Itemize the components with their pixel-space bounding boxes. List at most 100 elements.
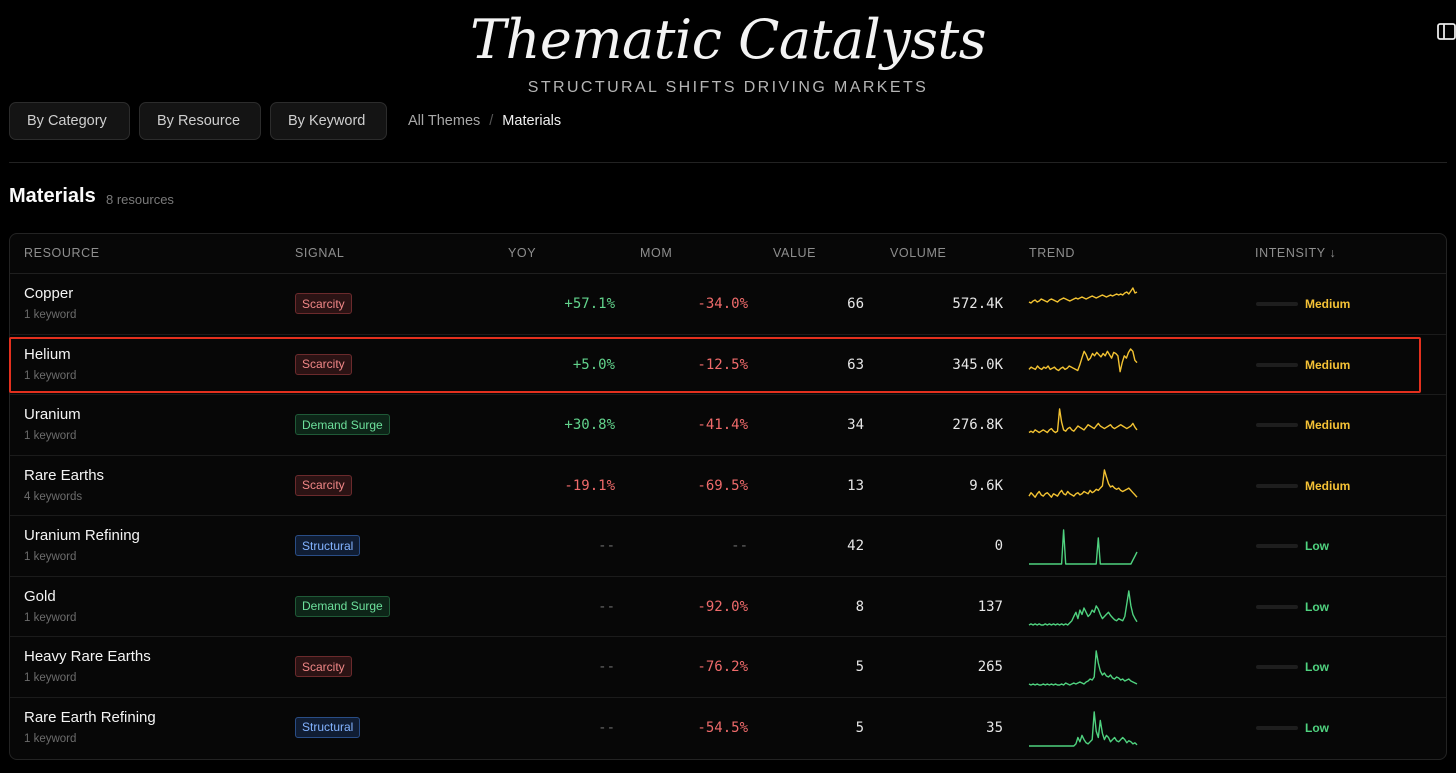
column-yoy[interactable]: YOY (508, 246, 537, 260)
column-intensity-sort[interactable]: INTENSITY ↓ (1255, 246, 1337, 260)
mom-value: -69.5% (697, 477, 748, 494)
intensity-bar (1256, 725, 1298, 730)
table-row[interactable]: Copper 1 keyword Scarcity +57.1% -34.0% 66 572… (10, 274, 1446, 335)
yoy-value: -- (598, 598, 615, 615)
keyword-count: 4 keywords (24, 490, 83, 503)
volume-cell: 345.0K (952, 356, 1003, 373)
mom-value: -12.5% (697, 356, 748, 373)
mom-value: -41.4% (697, 417, 748, 433)
intensity-label: Low (1305, 660, 1329, 674)
table-row[interactable]: Uranium Refining 1 keyword Structural -- -- 4… (10, 516, 1446, 577)
trend-sparkline (1028, 347, 1138, 372)
volume-cell: 35 (986, 719, 1003, 736)
column-mom[interactable]: MOM (640, 246, 673, 260)
sidebar-toggle-icon[interactable] (1437, 22, 1456, 41)
intensity-bar (1256, 302, 1298, 306)
trend-line (1028, 287, 1138, 304)
resource-name[interactable]: Helium (24, 345, 71, 363)
resources-table: RESOURCE SIGNAL YOY MOM VALUE VOLUME TRE… (9, 233, 1447, 760)
column-resource[interactable]: RESOURCE (24, 246, 100, 260)
yoy-value: +30.8% (564, 417, 615, 433)
column-value[interactable]: VALUE (773, 246, 817, 260)
table-row[interactable]: Helium 1 keyword Scarcity +5.0% -12.5% 63 345.… (10, 335, 1446, 395)
by-keyword-button[interactable]: By Keyword (270, 102, 387, 140)
yoy-value: +5.0% (572, 356, 615, 373)
trend-line (1029, 710, 1138, 747)
trend-sparkline (1028, 287, 1138, 304)
breadcrumb: All Themes / Materials (408, 113, 561, 129)
trend-sparkline (1028, 408, 1138, 434)
keyword-count: 1 keyword (24, 369, 77, 382)
page-subtitle: STRUCTURAL SHIFTS DRIVING MARKETS (527, 79, 929, 96)
keyword-count: 1 keyword (24, 732, 77, 745)
intensity-bar (1256, 423, 1298, 427)
table-body: Copper 1 keyword Scarcity +57.1% -34.0% 66 572… (10, 274, 1446, 758)
breadcrumb-all-themes[interactable]: All Themes (408, 113, 481, 129)
volume-cell: 265 (977, 659, 1003, 675)
keyword-count: 1 keyword (24, 551, 77, 563)
value-cell: 66 (847, 296, 864, 312)
intensity-bar (1256, 665, 1298, 669)
value-cell: 34 (847, 417, 864, 433)
table-row[interactable]: Gold 1 keyword Demand Surge -- -92.0% 8 137 Low (10, 577, 1446, 637)
filter-group: By Category By Resource By Keyword (9, 102, 387, 140)
signal-badge: Scarcity (295, 293, 352, 314)
intensity-bar (1256, 362, 1298, 367)
yoy-value: -- (598, 538, 615, 554)
yoy-value: -- (598, 719, 615, 736)
resource-name[interactable]: Rare Earth Refining (24, 708, 156, 726)
by-category-button[interactable]: By Category (9, 102, 130, 140)
yoy-value: +57.1% (564, 296, 615, 312)
intensity-label: Medium (1305, 357, 1351, 372)
breadcrumb-separator: / (489, 113, 494, 129)
signal-badge: Scarcity (295, 656, 352, 677)
intensity-label: Low (1305, 720, 1329, 735)
yoy-value: -19.1% (564, 477, 615, 494)
trend-line (1028, 650, 1138, 686)
resource-name[interactable]: Uranium (24, 406, 81, 423)
intensity-bar (1256, 544, 1298, 548)
resource-name[interactable]: Uranium Refining (24, 527, 140, 544)
keyword-count: 1 keyword (24, 611, 77, 624)
value-cell: 8 (855, 598, 864, 615)
resource-name[interactable]: Rare Earths (24, 466, 105, 484)
column-signal[interactable]: SIGNAL (295, 246, 345, 260)
trend-sparkline (1029, 710, 1138, 747)
resource-name[interactable]: Copper (24, 285, 74, 302)
trend-line (1029, 529, 1138, 565)
signal-badge: Structural (295, 535, 361, 556)
column-trend: TREND (1029, 246, 1076, 260)
value-cell: 5 (855, 659, 864, 675)
intensity-label: Low (1305, 539, 1329, 553)
trend-sparkline (1029, 529, 1138, 565)
by-resource-button[interactable]: By Resource (139, 102, 261, 140)
intensity-label: Medium (1305, 297, 1351, 311)
volume-cell: 276.8K (952, 417, 1003, 433)
table-row[interactable]: Rare Earths 4 keywords Scarcity -19.1% -69.5… (10, 456, 1446, 516)
header-divider (9, 162, 1447, 163)
mom-value: -34.0% (697, 296, 748, 312)
table-row[interactable]: Heavy Rare Earths 1 keyword Scarcity -- -76.… (10, 637, 1446, 698)
intensity-label: Medium (1305, 478, 1351, 493)
signal-badge: Demand Surge (295, 595, 390, 617)
intensity-bar (1256, 483, 1298, 488)
table-row[interactable]: Uranium 1 keyword Demand Surge +30.8% -41.4%… (10, 395, 1446, 456)
trend-line (1028, 468, 1138, 498)
resource-name[interactable]: Gold (24, 587, 56, 605)
breadcrumb-current: Materials (502, 113, 562, 129)
resource-count: 8 resources (106, 192, 174, 207)
intensity-label: Medium (1305, 418, 1351, 432)
volume-cell: 137 (977, 598, 1003, 615)
mom-value: -54.5% (697, 719, 748, 736)
signal-badge: Scarcity (295, 474, 352, 496)
keyword-count: 1 keyword (24, 430, 77, 442)
intensity-bar (1256, 604, 1298, 609)
value-cell: 42 (847, 538, 864, 554)
volume-cell: 572.4K (952, 296, 1003, 312)
trend-line (1028, 347, 1138, 372)
yoy-value: -- (598, 659, 615, 675)
resource-name[interactable]: Heavy Rare Earths (24, 648, 151, 665)
table-row[interactable]: Rare Earth Refining 1 keyword Structural --… (10, 698, 1446, 759)
column-volume[interactable]: VOLUME (890, 246, 947, 260)
keyword-count: 1 keyword (24, 672, 77, 684)
